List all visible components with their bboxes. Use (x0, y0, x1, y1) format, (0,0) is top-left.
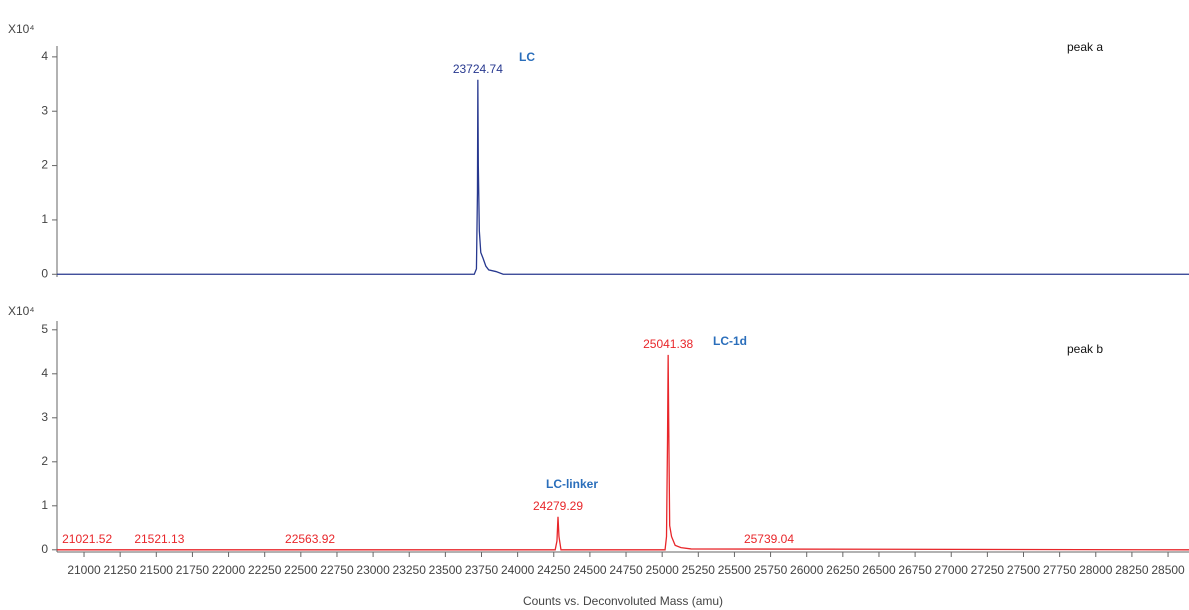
x-tick-label: 23250 (393, 563, 427, 577)
peak-label: 23724.74 (453, 62, 503, 76)
x-tick-label: 21750 (176, 563, 210, 577)
y-tick-label: 5 (41, 322, 48, 336)
x-tick-label: 24000 (501, 563, 535, 577)
y-tick-label: 3 (41, 103, 48, 117)
peak-label: 25041.38 (643, 337, 693, 351)
x-axis-title: Counts vs. Deconvoluted Mass (amu) (523, 594, 723, 608)
x-tick-label: 27000 (935, 563, 969, 577)
peak-label: 24279.29 (533, 499, 583, 513)
x-tick-label: 28250 (1115, 563, 1149, 577)
x-tick-label: 22500 (284, 563, 318, 577)
x-tick-label: 26000 (790, 563, 824, 577)
x-tick-label: 21250 (103, 563, 137, 577)
x-tick-label: 22250 (248, 563, 282, 577)
x-tick-label: 28000 (1079, 563, 1113, 577)
x-tick-label: 26750 (898, 563, 932, 577)
annotation: LC (519, 50, 535, 64)
x-tick-label: 22000 (212, 563, 246, 577)
x-tick-label: 27250 (971, 563, 1005, 577)
y-tick-label: 1 (41, 498, 48, 512)
x-tick-label: 25500 (718, 563, 752, 577)
x-tick-label: 24500 (573, 563, 607, 577)
x-tick-label: 27500 (1007, 563, 1041, 577)
y-tick-label: 0 (41, 542, 48, 556)
x-tick-label: 25750 (754, 563, 788, 577)
annotation: LC-linker (546, 477, 598, 491)
y-tick-label: 3 (41, 410, 48, 424)
x-tick-label: 25000 (645, 563, 679, 577)
peak-label: 21021.52 (62, 532, 112, 546)
x-tick-label: 23500 (429, 563, 463, 577)
x-tick-label: 24250 (537, 563, 571, 577)
x-tick-label: 21500 (140, 563, 174, 577)
y-axis-unit: X10⁴ (8, 22, 35, 36)
y-tick-label: 0 (41, 266, 48, 280)
x-tick-label: 27750 (1043, 563, 1077, 577)
y-axis-unit: X10⁴ (8, 304, 35, 318)
x-tick-label: 24750 (609, 563, 643, 577)
y-tick-label: 2 (41, 158, 48, 172)
y-tick-label: 4 (41, 49, 48, 63)
x-tick-label: 26250 (826, 563, 860, 577)
x-tick-label: 22750 (320, 563, 354, 577)
annotation: peak a (1067, 40, 1103, 54)
y-tick-label: 4 (41, 366, 48, 380)
y-tick-label: 2 (41, 454, 48, 468)
x-tick-label: 21000 (67, 563, 101, 577)
annotation: peak b (1067, 342, 1103, 356)
x-tick-label: 26500 (862, 563, 896, 577)
spectrum-line (57, 354, 1189, 551)
y-tick-label: 1 (41, 212, 48, 226)
x-tick-label: 25250 (682, 563, 716, 577)
peak-label: 21521.13 (134, 532, 184, 546)
peak-label: 25739.04 (744, 532, 794, 546)
spectrum-line (57, 79, 1189, 275)
x-tick-label: 28500 (1151, 563, 1185, 577)
x-tick-label: 23750 (465, 563, 499, 577)
annotation: LC-1d (713, 334, 747, 348)
x-tick-label: 23000 (356, 563, 390, 577)
peak-label: 22563.92 (285, 532, 335, 546)
